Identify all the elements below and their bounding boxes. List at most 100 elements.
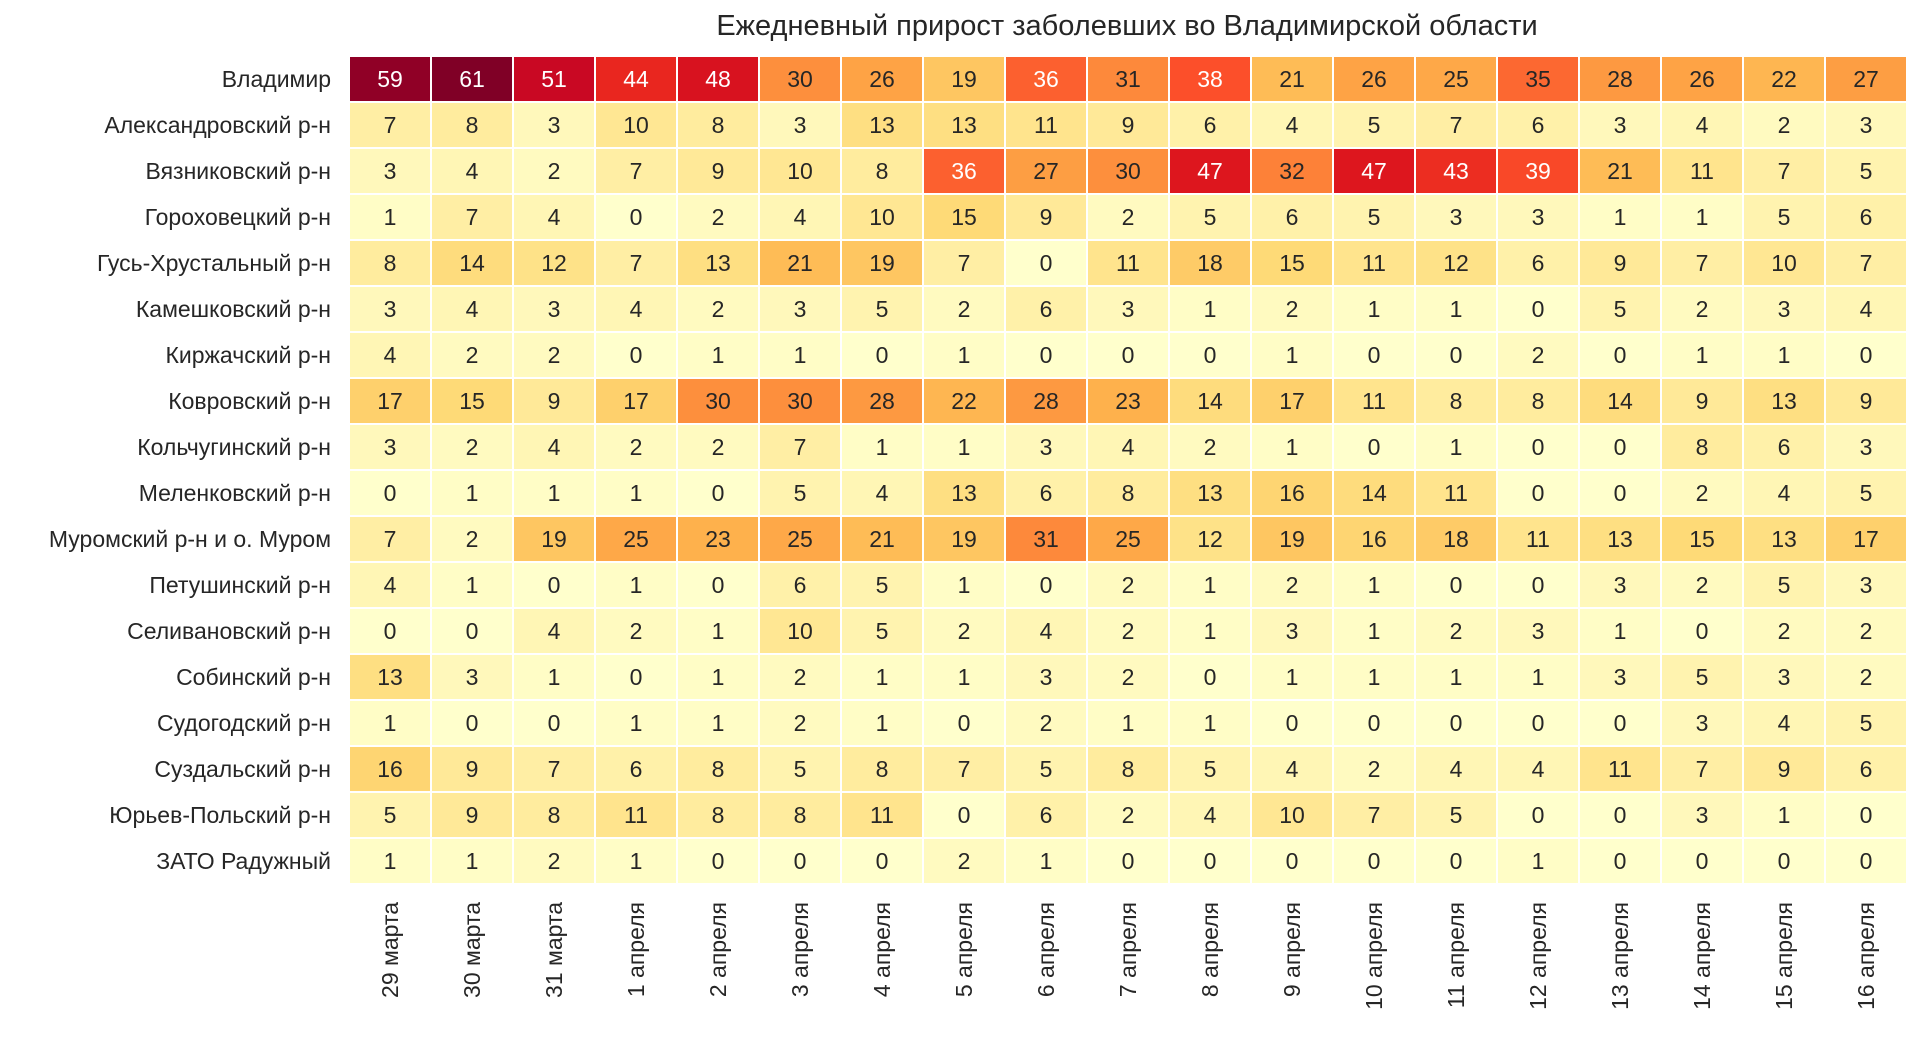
cell-value-label: 14 <box>1197 388 1223 414</box>
heatmap-cell <box>1742 699 1826 747</box>
cell-value-label: 0 <box>1532 480 1545 506</box>
cell-value-label: 30 <box>705 388 731 414</box>
cell-value-label: 1 <box>1204 296 1217 322</box>
cell-value-label: 48 <box>705 66 731 92</box>
heatmap-cell <box>1824 607 1908 655</box>
cell-value-label: 8 <box>794 802 807 828</box>
cell-value-label: 8 <box>712 802 725 828</box>
cell-value-label: 3 <box>384 296 397 322</box>
cell-value-label: 13 <box>951 480 977 506</box>
cell-value-label: 36 <box>1033 66 1059 92</box>
cell-value-label: 6 <box>1040 296 1053 322</box>
cell-value-label: 8 <box>876 158 889 184</box>
cell-value-label: 0 <box>958 710 971 736</box>
heatmap-cell <box>348 55 432 103</box>
heatmap-cell <box>1414 423 1498 471</box>
cell-value-label: 8 <box>1122 756 1135 782</box>
heatmap-cell <box>1168 101 1252 149</box>
x-tick-label: 6 апреля <box>1033 902 1059 997</box>
heatmap-cell <box>1168 239 1252 287</box>
heatmap-cell <box>1332 515 1416 563</box>
heatmap-cell <box>594 101 678 149</box>
cell-value-label: 4 <box>1860 296 1873 322</box>
cell-value-label: 9 <box>1122 112 1135 138</box>
y-tick-label: Кольчугинский р-н <box>137 434 331 460</box>
heatmap-cell <box>1004 331 1088 379</box>
cell-value-label: 1 <box>712 664 725 690</box>
cell-value-label: 3 <box>466 664 479 690</box>
heatmap-cell <box>1496 745 1580 793</box>
cell-value-label: 2 <box>1696 572 1709 598</box>
heatmap-cell <box>430 515 514 563</box>
heatmap-cell <box>758 423 842 471</box>
cell-value-label: 10 <box>869 204 895 230</box>
heatmap-cell <box>348 837 432 885</box>
y-tick-label: Судогодский р-н <box>157 710 331 736</box>
cell-value-label: 11 <box>870 802 894 828</box>
cell-value-label: 7 <box>958 756 971 782</box>
cell-value-label: 0 <box>1450 710 1463 736</box>
cell-value-label: 6 <box>1532 250 1545 276</box>
heatmap-cell <box>1496 55 1580 103</box>
cell-value-label: 2 <box>958 848 971 874</box>
cell-value-label: 1 <box>1450 664 1463 690</box>
heatmap-cell <box>1660 515 1744 563</box>
cell-value-label: 15 <box>1279 250 1305 276</box>
cell-value-label: 1 <box>794 342 807 368</box>
cell-value-label: 4 <box>876 480 889 506</box>
cell-value-label: 9 <box>1860 388 1873 414</box>
heatmap-cell <box>840 101 924 149</box>
cell-value-label: 1 <box>630 480 643 506</box>
x-tick-label: 13 апреля <box>1607 902 1633 1010</box>
cell-value-label: 5 <box>1368 204 1381 230</box>
cell-value-label: 9 <box>466 756 479 782</box>
heatmap-cell <box>1742 561 1826 609</box>
cell-value-label: 0 <box>1532 802 1545 828</box>
cell-value-label: 2 <box>548 158 561 184</box>
heatmap-cell <box>1824 515 1908 563</box>
heatmap-cell <box>1496 561 1580 609</box>
heatmap-cell <box>1660 699 1744 747</box>
heatmap-cell <box>348 653 432 701</box>
cell-value-label: 3 <box>1040 664 1053 690</box>
cell-value-label: 2 <box>1860 618 1873 644</box>
cell-value-label: 13 <box>377 664 403 690</box>
cell-value-label: 13 <box>1771 388 1797 414</box>
heatmap-cell <box>840 561 924 609</box>
heatmap-cell <box>758 101 842 149</box>
heatmap-cell <box>1578 837 1662 885</box>
cell-value-label: 1 <box>1286 664 1299 690</box>
heatmap-cell <box>512 607 596 655</box>
heatmap-cell <box>1086 377 1170 425</box>
cell-value-label: 14 <box>1607 388 1633 414</box>
cell-value-label: 0 <box>384 618 397 644</box>
heatmap-cell <box>1824 653 1908 701</box>
cell-value-label: 0 <box>630 342 643 368</box>
y-tick-label: Камешковский р-н <box>136 296 331 322</box>
cell-value-label: 2 <box>1860 664 1873 690</box>
cell-value-label: 1 <box>548 480 561 506</box>
cell-value-label: 28 <box>1607 66 1633 92</box>
cell-value-label: 5 <box>1368 112 1381 138</box>
cell-value-label: 0 <box>1450 848 1463 874</box>
cell-value-label: 1 <box>384 204 397 230</box>
cell-value-label: 59 <box>377 66 403 92</box>
cell-value-label: 3 <box>1040 434 1053 460</box>
heatmap-cell <box>1742 791 1826 839</box>
cell-value-label: 0 <box>1532 710 1545 736</box>
y-tick-label: Юрьев-Польский р-н <box>109 802 331 828</box>
x-tick-labels: 29 марта 30 марта 31 марта 1 апреля 2 апреля… <box>377 902 1879 1010</box>
cell-value-label: 9 <box>1778 756 1791 782</box>
cell-value-label: 3 <box>1778 664 1791 690</box>
x-tick-label: 12 апреля <box>1525 902 1551 1010</box>
cell-value-label: 0 <box>1532 296 1545 322</box>
cell-value-label: 1 <box>630 572 643 598</box>
cell-value-label: 2 <box>1286 296 1299 322</box>
cell-value-label: 8 <box>876 756 889 782</box>
cell-value-label: 10 <box>623 112 649 138</box>
cell-value-label: 1 <box>1204 618 1217 644</box>
cell-value-label: 32 <box>1279 158 1305 184</box>
heatmap-cell <box>1742 515 1826 563</box>
cell-value-label: 1 <box>958 434 971 460</box>
heatmap-cell <box>1414 653 1498 701</box>
